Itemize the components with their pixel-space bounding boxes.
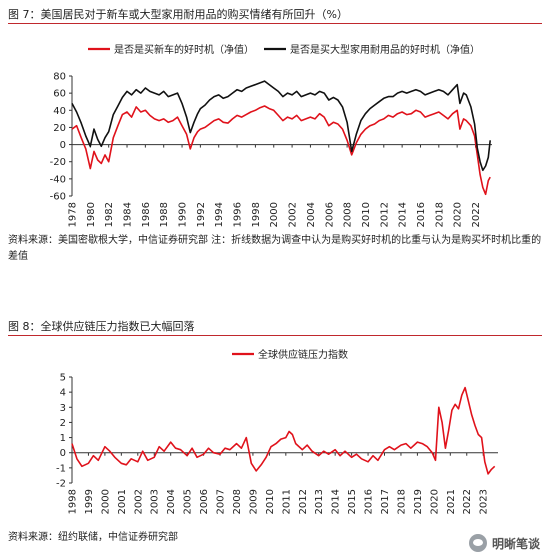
x-tick-label: 2015 (347, 489, 358, 514)
x-tick-label: 1984 (123, 202, 134, 227)
x-tick-label: 2014 (331, 489, 342, 514)
x-tick-label: 1998 (68, 489, 79, 514)
x-tick-label: 2012 (379, 202, 390, 227)
figure7-title-rule (8, 23, 542, 24)
figure8-title-rule (8, 335, 542, 336)
x-tick-label: 2002 (288, 202, 299, 227)
figure8-source-note: 资料来源：纽约联储，中信证券研究部 (8, 532, 178, 543)
x-tick-label: 2004 (166, 489, 177, 514)
x-tick-label: 2019 (413, 489, 424, 514)
x-tick-label: 2018 (396, 489, 407, 514)
x-tick-label: 2020 (429, 489, 440, 514)
figure7-chart: 是否是买新车的好时机（净值） 是否是买大型家用耐用品的好时机（净值） -60 -40 -… (50, 43, 492, 227)
x-tick-label: 2018 (434, 202, 445, 227)
x-tick-label: 2010 (361, 202, 372, 227)
y-tick-label: -40 (50, 174, 66, 185)
x-tick-label: 2007 (216, 489, 227, 514)
figure8-chart: 全球供应链压力指数 -2 -1 0 1 2 3 4 5 1998 1999 2000 2001 2002 2… (56, 348, 498, 514)
x-tick-label: 2020 (453, 202, 464, 227)
x-tick-label: 2012 (298, 489, 309, 514)
x-tick-label: 2006 (324, 202, 335, 227)
y-tick-label: 4 (60, 388, 66, 399)
x-tick-label: 1986 (141, 202, 152, 227)
x-tick-label: 2022 (471, 202, 482, 227)
x-tick-label: 2023 (479, 489, 490, 514)
series-line-1 (71, 386, 496, 475)
x-tick-label: 2000 (100, 489, 111, 514)
y-tick-label: -1 (56, 463, 66, 474)
x-tick-label: 2002 (133, 489, 144, 514)
y-tick-label: 80 (53, 72, 66, 83)
x-tick-label: 2017 (380, 489, 391, 514)
x-tick-label: 2022 (462, 489, 473, 514)
y-tick-label: 2 (60, 418, 66, 429)
x-tick-label: 1994 (214, 202, 225, 227)
x-tick-label: 1978 (68, 202, 79, 227)
x-tick-label: 2004 (306, 202, 317, 227)
legend-label-1: 全球供应链压力指数 (258, 348, 348, 361)
x-tick-label: 1982 (104, 202, 115, 227)
x-tick-label: 2000 (269, 202, 280, 227)
x-tick-label: 2005 (183, 489, 194, 514)
x-tick-label: 2003 (150, 489, 161, 514)
wechat-logo-icon (468, 534, 487, 552)
legend-label-1: 是否是买新车的好时机（净值） (114, 43, 254, 56)
x-tick-label: 2013 (314, 489, 325, 514)
x-tick-label: 2008 (343, 202, 354, 227)
x-tick-label: 2006 (199, 489, 210, 514)
y-tick-label: 60 (53, 89, 66, 100)
x-tick-label: 2001 (117, 489, 128, 514)
x-tick-label: 1990 (178, 202, 189, 227)
x-tick-label: 1998 (251, 202, 262, 227)
y-tick-label: 40 (53, 106, 66, 117)
x-tick-label: 1992 (196, 202, 207, 227)
figure7-source-note: 资料来源：美国密歇根大学，中信证券研究部 注：折线数据为调查中认为是购买好时机的… (8, 235, 542, 262)
y-tick-label: -60 (50, 192, 66, 203)
x-tick-label: 2016 (364, 489, 375, 514)
x-tick-label: 2016 (416, 202, 427, 227)
series-line-1 (71, 105, 491, 196)
y-tick-label: 0 (60, 140, 66, 151)
x-tick-label: 2008 (232, 489, 243, 514)
y-tick-label: 3 (60, 403, 66, 414)
x-tick-label: 2021 (446, 489, 457, 514)
x-tick-label: 1980 (86, 202, 97, 227)
y-tick-label: -20 (50, 157, 66, 168)
figure8-title: 图 8：全球供应链压力指数已大幅回落 (8, 320, 195, 333)
x-tick-label: 2009 (248, 489, 259, 514)
x-tick-label: 2011 (281, 489, 292, 514)
watermark: 明晰笔谈 (468, 534, 540, 552)
watermark-text: 明晰笔谈 (491, 536, 540, 551)
x-tick-label: 2014 (398, 202, 409, 227)
y-tick-label: 1 (60, 433, 66, 444)
figure7-title: 图 7：美国居民对于新车或大型家用耐用品的购买情绪有所回升（%） (8, 8, 348, 21)
y-tick-label: -2 (56, 479, 66, 490)
x-tick-label: 1996 (233, 202, 244, 227)
x-tick-label: 1999 (84, 489, 95, 514)
legend-label-2: 是否是买大型家用耐用品的好时机（净值） (290, 43, 480, 56)
y-tick-label: 20 (53, 123, 66, 134)
y-tick-label: 5 (60, 373, 66, 384)
series-line-2 (71, 80, 491, 172)
x-tick-label: 2010 (265, 489, 276, 514)
y-tick-label: 0 (60, 448, 66, 459)
x-tick-label: 1988 (159, 202, 170, 227)
